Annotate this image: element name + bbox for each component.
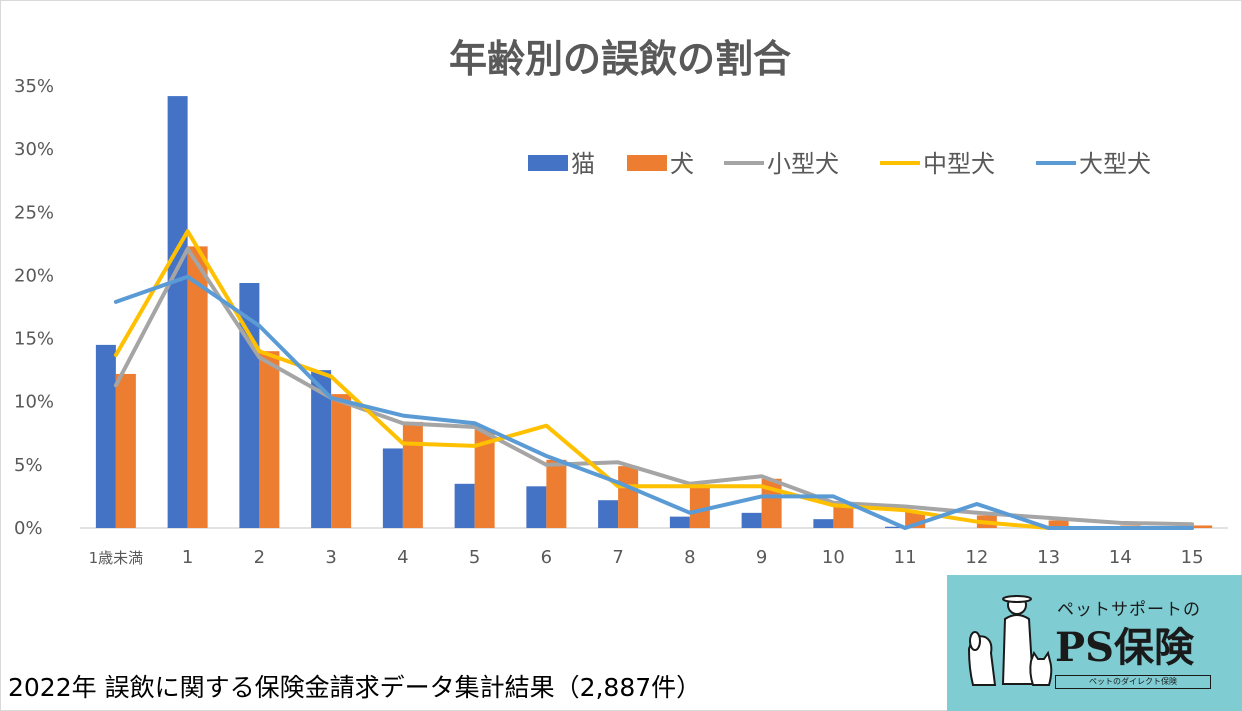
x-tick-label: 11 xyxy=(894,547,917,568)
bar-猫-5[interactable] xyxy=(454,483,475,528)
y-tick-label: 5% xyxy=(14,455,43,476)
bar-猫-11[interactable] xyxy=(885,526,906,528)
x-tick-label: 10 xyxy=(822,547,845,568)
bar-犬-1[interactable] xyxy=(187,246,208,528)
pet-owner-illustration-icon xyxy=(967,595,1053,686)
x-tick-label: 9 xyxy=(756,547,767,568)
x-tick-label: 7 xyxy=(612,547,623,568)
bar-犬-5[interactable] xyxy=(474,429,495,528)
ps-insurance-logo[interactable]: ペットサポートの PS保険 ペットのダイレクト保険 xyxy=(947,575,1242,711)
chart-title: 年齢別の誤飲の割合 xyxy=(449,37,791,81)
legend-label: 中型犬 xyxy=(923,150,995,178)
y-tick-label: 15% xyxy=(14,329,54,350)
x-tick-label: 1 xyxy=(182,547,193,568)
x-tick-label: 15 xyxy=(1181,547,1204,568)
bar-犬-10[interactable] xyxy=(833,506,854,528)
bar-猫-1[interactable] xyxy=(167,96,188,529)
x-tick-label: 3 xyxy=(325,547,336,568)
logo-tagline: ペットサポートの xyxy=(1057,600,1201,620)
bar-犬-2[interactable] xyxy=(259,351,280,528)
legend-label: 小型犬 xyxy=(767,150,839,178)
bar-猫-1歳未満[interactable] xyxy=(95,344,116,528)
x-tick-label: 6 xyxy=(541,547,552,568)
x-tick-label: 8 xyxy=(684,547,695,568)
bar-猫-6[interactable] xyxy=(526,486,547,528)
y-tick-label: 10% xyxy=(14,392,54,413)
logo-brand: PS保険 xyxy=(1055,624,1194,671)
bar-犬-4[interactable] xyxy=(402,421,423,528)
bar-猫-10[interactable] xyxy=(813,519,834,528)
x-tick-label: 4 xyxy=(397,547,408,568)
bar-犬-15[interactable] xyxy=(1192,525,1213,528)
y-tick-label: 25% xyxy=(14,202,54,223)
bar-犬-1歳未満[interactable] xyxy=(115,373,136,528)
legend-swatch-猫 xyxy=(528,155,568,171)
logo-subtitle: ペットのダイレクト保険 xyxy=(1055,675,1211,689)
y-tick-label: 0% xyxy=(14,518,43,539)
footnote: 2022年 誤飲に関する保険金請求データ集計結果（2,887件） xyxy=(8,673,702,702)
legend-swatch-犬 xyxy=(627,155,667,171)
bar-犬-7[interactable] xyxy=(618,466,639,528)
legend-label: 大型犬 xyxy=(1079,150,1151,178)
bar-犬-6[interactable] xyxy=(546,459,567,528)
y-tick-label: 30% xyxy=(14,139,54,160)
x-tick-label: 12 xyxy=(965,547,988,568)
y-tick-label: 20% xyxy=(14,265,54,286)
legend-label: 猫 xyxy=(571,150,595,178)
bar-猫-4[interactable] xyxy=(382,448,403,528)
x-tick-label: 13 xyxy=(1037,547,1060,568)
x-tick-label: 1歳未満 xyxy=(89,549,144,567)
bar-猫-8[interactable] xyxy=(669,516,690,528)
x-tick-label: 5 xyxy=(469,547,480,568)
bar-犬-8[interactable] xyxy=(689,485,710,528)
y-tick-label: 35% xyxy=(14,76,54,97)
legend-label: 犬 xyxy=(670,150,694,178)
bar-猫-3[interactable] xyxy=(311,370,332,528)
bar-犬-3[interactable] xyxy=(331,394,352,528)
bar-猫-7[interactable] xyxy=(598,500,619,528)
line-series-大型犬[interactable] xyxy=(113,274,1195,530)
x-tick-label: 14 xyxy=(1109,547,1132,568)
legend: 猫 犬 小型犬 中型犬 大型犬 xyxy=(528,150,1151,178)
x-tick-label: 2 xyxy=(254,547,265,568)
bar-猫-9[interactable] xyxy=(741,512,762,528)
bar-犬-13[interactable] xyxy=(1048,520,1069,528)
